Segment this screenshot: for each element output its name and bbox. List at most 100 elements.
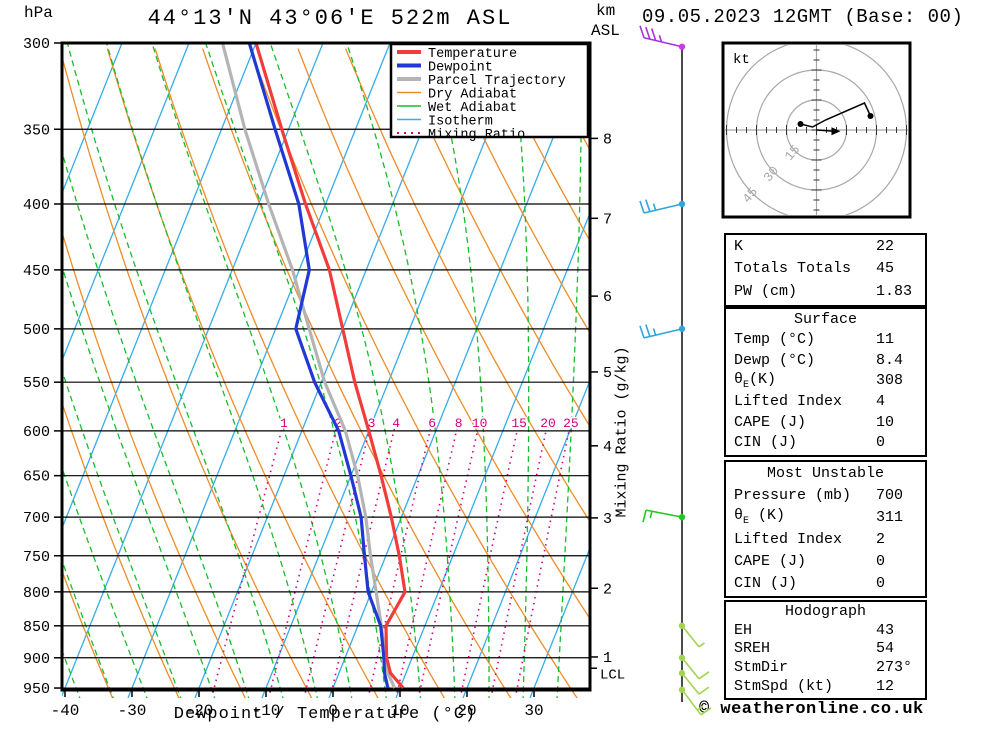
- svg-text:600: 600: [23, 424, 50, 441]
- svg-text:30: 30: [524, 702, 543, 720]
- svg-text:950: 950: [23, 681, 50, 698]
- index-table-most-unstable: Most Unstable Pressure (mb) 700 θE (K) 311 Li…: [724, 460, 927, 598]
- row-value: 0: [876, 574, 886, 592]
- table-row: CIN (J) 0: [726, 572, 925, 594]
- row-value: 11: [876, 331, 895, 349]
- row-label: SREH: [734, 640, 771, 658]
- svg-text:750: 750: [23, 549, 50, 566]
- svg-text:3: 3: [368, 416, 376, 431]
- background-lines: [62, 43, 590, 698]
- row-value: 8.4: [876, 351, 904, 369]
- svg-text:7: 7: [603, 211, 612, 228]
- temperature-tick-labels: -40 -30 -20 -10 0 10 20 30: [51, 690, 544, 720]
- row-value: 22: [876, 237, 895, 255]
- row-label: CIN (J): [734, 574, 798, 592]
- row-label: EH: [734, 621, 753, 639]
- row-value: 43: [876, 621, 895, 639]
- table-row: PW (cm) 1.83: [726, 280, 925, 303]
- row-value: 0: [876, 434, 886, 452]
- svg-text:25: 25: [563, 416, 579, 431]
- wind-barb: [642, 509, 686, 523]
- table-row: Totals Totals 45: [726, 258, 925, 281]
- table-row: K 22: [726, 235, 925, 258]
- index-table-hodograph: Hodograph EH 43 SREH 54 StmDir 273° StmSpd (kt)…: [724, 600, 927, 700]
- row-label: PW (cm): [734, 283, 798, 301]
- plot-border: [60, 41, 592, 692]
- legend-label: Temperature: [428, 47, 517, 62]
- row-label: Dewp (°C): [734, 351, 816, 369]
- svg-text:650: 650: [23, 469, 50, 486]
- svg-text:10: 10: [472, 416, 488, 431]
- row-value: 308: [876, 372, 904, 390]
- wind-barb: [678, 686, 712, 716]
- row-value: 311: [876, 508, 904, 526]
- wet-adiabat-lines: [62, 43, 583, 698]
- svg-text:1: 1: [603, 650, 612, 667]
- svg-text:6: 6: [428, 416, 436, 431]
- svg-text:-40: -40: [51, 702, 80, 720]
- row-value: 273°: [876, 659, 913, 677]
- mixing-ratio-lines: [212, 428, 571, 693]
- row-label: Temp (°C): [734, 331, 816, 349]
- dewpoint-curve: [247, 43, 390, 689]
- table-row: CAPE (J) 10: [726, 412, 925, 433]
- temperature-curve: [254, 43, 407, 690]
- row-value: 10: [876, 413, 895, 431]
- svg-text:900: 900: [23, 651, 50, 668]
- svg-text:1: 1: [280, 416, 288, 431]
- lcl-label: LCL: [600, 667, 625, 683]
- table-title: Most Unstable: [766, 464, 885, 482]
- table-row: SREH 54: [726, 640, 925, 659]
- svg-text:4: 4: [392, 416, 400, 431]
- svg-text:500: 500: [23, 322, 50, 339]
- row-value: 12: [876, 678, 895, 696]
- svg-text:0: 0: [328, 702, 338, 720]
- row-label: CAPE (J): [734, 552, 807, 570]
- table-row: StmSpd (kt) 12: [726, 677, 925, 696]
- row-label: CAPE (J): [734, 413, 807, 431]
- row-label: CIN (J): [734, 434, 798, 452]
- index-table-stability: K 22 Totals Totals 45 PW (cm) 1.83: [724, 233, 927, 307]
- svg-text:2: 2: [603, 581, 612, 598]
- svg-text:8: 8: [603, 131, 612, 148]
- table-row: Lifted Index 4: [726, 391, 925, 412]
- legend-label: Parcel Trajectory: [428, 74, 566, 89]
- hodograph-unit-label: kt: [733, 52, 750, 68]
- table-row: CAPE (J) 0: [726, 550, 925, 572]
- index-table-surface: Surface Temp (°C) 11 Dewp (°C) 8.4 θE(K) 308 Li…: [724, 307, 927, 457]
- legend-label: Mixing Ratio: [428, 128, 525, 143]
- dry-adiabat-lines: [62, 48, 590, 698]
- table-row: Temp (°C) 11: [726, 330, 925, 351]
- x-axis-title: Dewpoint / Temperature (°C): [173, 705, 477, 724]
- svg-text:-20: -20: [185, 702, 214, 720]
- row-label: θE(K): [734, 370, 777, 391]
- svg-text:6: 6: [603, 289, 612, 306]
- svg-text:8: 8: [455, 416, 463, 431]
- row-value: 45: [876, 260, 895, 278]
- row-value: 1.83: [876, 283, 913, 301]
- svg-text:700: 700: [23, 510, 50, 527]
- row-value: 0: [876, 552, 886, 570]
- table-row: StmDir 273°: [726, 658, 925, 677]
- row-label: θE (K): [734, 507, 786, 527]
- legend-label: Dry Adiabat: [428, 88, 517, 103]
- table-row: Dewp (°C) 8.4: [726, 350, 925, 371]
- row-value: 54: [876, 640, 895, 658]
- svg-text:350: 350: [23, 122, 50, 139]
- table-row: θE (K) 311: [726, 506, 925, 528]
- svg-text:5: 5: [603, 365, 612, 382]
- isotherm-lines: [62, 43, 590, 698]
- svg-text:4: 4: [603, 439, 612, 456]
- svg-text:450: 450: [23, 263, 50, 280]
- row-label: Totals Totals: [734, 260, 852, 278]
- copyright-watermark: © weatheronline.co.uk: [699, 700, 924, 719]
- mixing-ratio-labels: 1 2 3 4 6 8 10 15 20 25: [278, 415, 580, 433]
- table-row: EH 43: [726, 621, 925, 640]
- wind-barb: [678, 622, 705, 648]
- svg-text:800: 800: [23, 585, 50, 602]
- row-value: 4: [876, 393, 886, 411]
- page-title: 44°13'N 43°06'E 522m ASL: [147, 6, 513, 31]
